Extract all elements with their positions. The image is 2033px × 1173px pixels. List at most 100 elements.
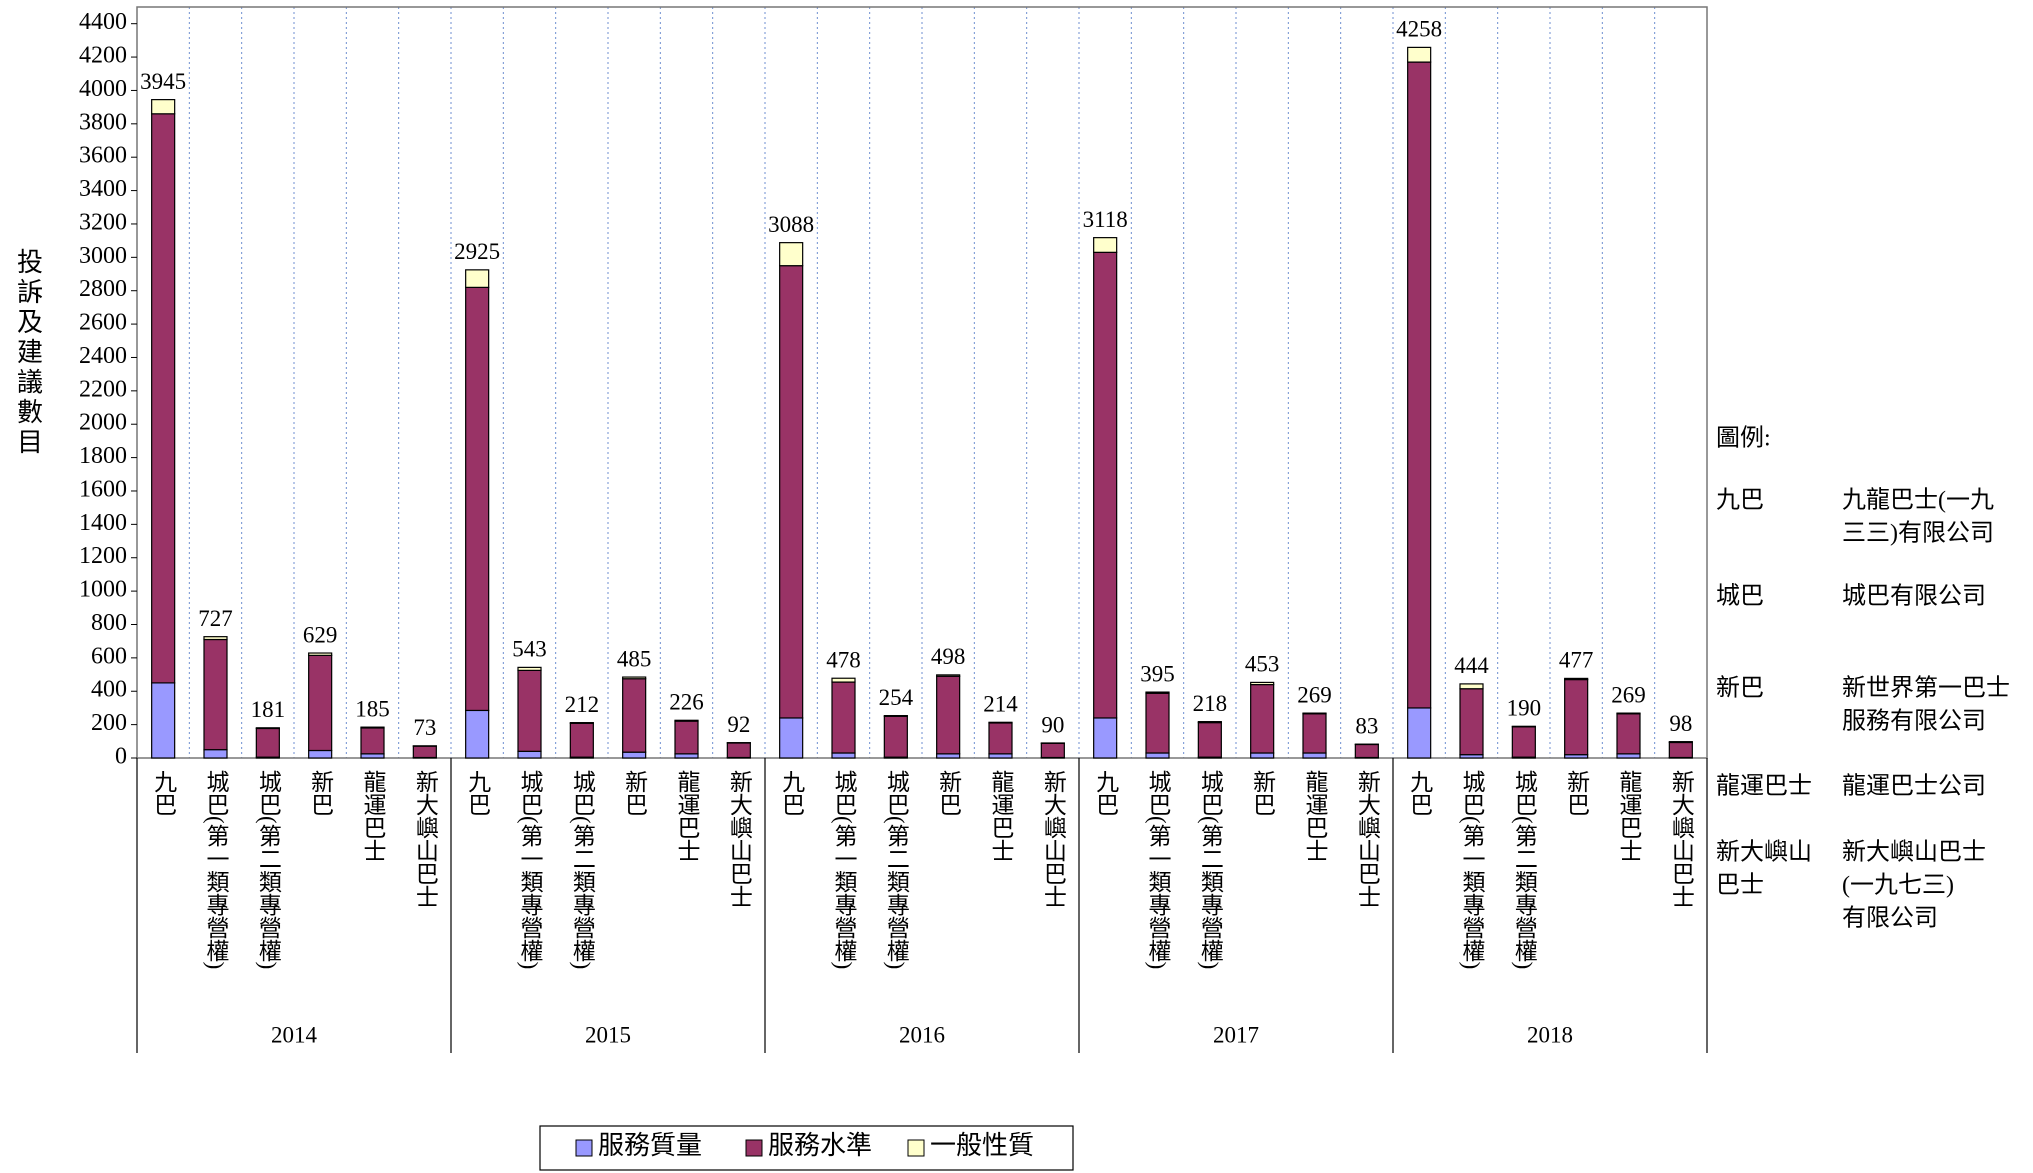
bar-segment [1093,717,1118,759]
total-label: 727 [198,606,233,631]
legend-label: 服務質量 [598,1131,702,1160]
total-label: 212 [565,692,600,717]
bar-segment [674,719,699,722]
y-tick-label: 800 [91,610,127,636]
bar-segment [831,681,856,754]
x-tick-label: 城巴(第二類專營權) [569,770,596,969]
total-label: 218 [1193,691,1228,716]
bar-segment [1407,46,1432,63]
total-label: 90 [1041,712,1064,737]
bar-segment [255,727,280,730]
bar-segment [1040,742,1065,759]
notes-full: 三三)有限公司 [1842,520,1994,547]
y-tick-label: 1400 [79,510,127,536]
y-tick-label: 600 [91,643,127,669]
notes-abbr: 新巴 [1716,675,1764,702]
y-tick-label: 3000 [79,243,127,269]
notes-title: 圖例: [1716,425,1771,452]
bar-segment [831,752,856,759]
total-label: 453 [1245,652,1280,677]
x-tick-label: 龍運巴士 [674,770,701,862]
bar-segment [151,113,176,684]
bar-segment [1145,691,1170,694]
x-tick-label: 新巴 [936,770,963,816]
bar-segment [1250,752,1275,759]
y-tick-label: 4200 [79,43,127,69]
total-label: 543 [512,637,547,662]
x-tick-label: 城巴(第一類專營權) [831,770,858,969]
legend-label: 服務水準 [768,1131,872,1160]
bar-segment [569,722,594,724]
bar-segment [1250,681,1275,686]
bar-segment [1616,753,1641,759]
bar-segment [622,678,647,753]
x-tick-label: 龍運巴士 [988,770,1015,862]
bar-segment [831,677,856,683]
legend-swatch [745,1139,763,1157]
y-tick-label: 1800 [79,443,127,469]
total-label: 185 [355,696,390,721]
total-label: 395 [1140,661,1175,686]
x-tick-label: 城巴(第二類專營權) [255,770,282,969]
total-label: 478 [826,648,861,673]
bar-segment [1093,237,1118,253]
bar-segment [674,753,699,759]
y-tick-label: 3400 [79,176,127,202]
notes-abbr: 巴士 [1716,872,1764,899]
bar-segment [779,242,804,267]
bar-segment [622,751,647,759]
group-label: 2017 [1213,1022,1259,1047]
notes-full: 龍運巴士公司 [1842,773,1986,800]
y-tick-label: 2800 [79,276,127,302]
legend-swatch [907,1139,925,1157]
total-label: 3945 [140,69,186,94]
total-label: 3118 [1083,207,1128,232]
total-label: 214 [983,692,1018,717]
x-tick-label: 城巴(第二類專營權) [883,770,910,969]
total-label: 2925 [454,239,500,264]
y-tick-label: 0 [115,744,127,770]
bar-segment [779,717,804,759]
y-tick-label: 4000 [79,76,127,102]
bar-segment [203,636,228,641]
bar-segment [1197,722,1222,758]
bar-segment [622,676,647,680]
legend-label: 一般性質 [930,1131,1034,1160]
bar-segment [726,742,751,759]
total-label: 3088 [768,212,814,237]
x-tick-label: 新大嶼山巴士 [1354,770,1381,908]
bar-segment [517,750,542,759]
notes-abbr: 新大嶼山 [1716,839,1812,866]
bar-segment [1616,713,1641,755]
bar-segment [988,722,1013,755]
bar-segment [936,675,961,755]
y-tick-label: 200 [91,710,127,736]
bar-segment [412,745,437,759]
bar-segment [1459,688,1484,756]
x-tick-label: 城巴(第二類專營權) [1511,770,1538,969]
y-tick-label: 3600 [79,143,127,169]
bar-segment [1511,726,1536,758]
x-tick-label: 九巴 [151,770,178,816]
bar-segment [308,749,333,759]
group-label: 2016 [899,1022,945,1047]
bar-segment [1250,683,1275,754]
bar-segment [1302,713,1327,754]
y-tick-label: 4400 [79,9,127,35]
x-tick-label: 九巴 [465,770,492,816]
x-tick-label: 龍運巴士 [1302,770,1329,862]
bar-segment [360,753,385,759]
y-axis-label: 投訴及建議數目 [14,248,43,458]
notes-abbr: 九巴 [1716,487,1764,514]
bar-segment [465,709,490,759]
bar-segment [151,99,176,115]
y-tick-label: 2400 [79,343,127,369]
notes-full: 新世界第一巴士 [1842,675,2010,702]
notes-abbr: 龍運巴士 [1716,773,1812,800]
bar-segment [203,638,228,751]
notes-full: (一九七三) [1842,872,1954,899]
bar-segment [936,753,961,759]
bar-segment [360,726,385,729]
total-label: 92 [727,712,750,737]
